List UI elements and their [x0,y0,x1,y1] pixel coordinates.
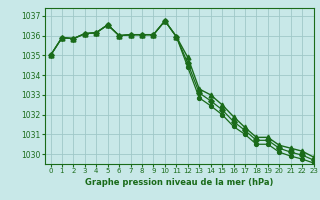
X-axis label: Graphe pression niveau de la mer (hPa): Graphe pression niveau de la mer (hPa) [85,178,273,187]
